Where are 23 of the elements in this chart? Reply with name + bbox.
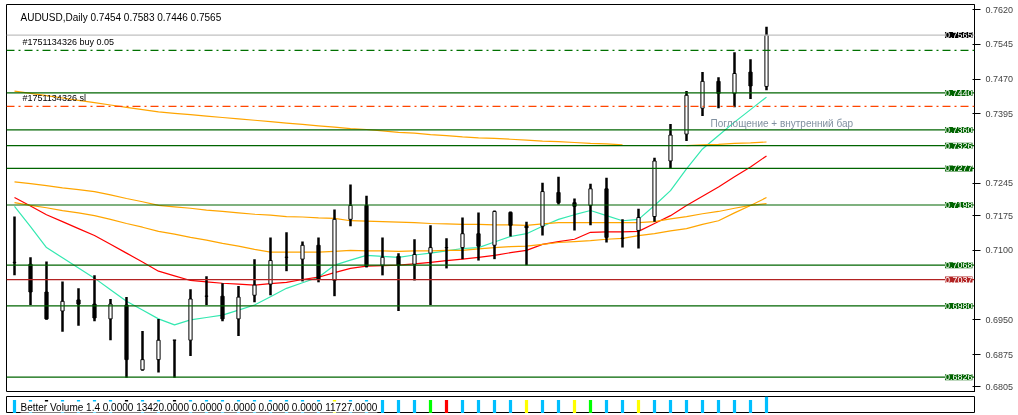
y-tick-label: 0.6950	[985, 314, 1014, 325]
ref-line-label: 0.7360	[944, 124, 973, 135]
ref-line-label: 0.7440	[944, 87, 973, 98]
ref-line-label: 0.7326	[944, 140, 973, 151]
y-tick-label: 0.7245	[985, 178, 1014, 189]
ref-line-label: 0.7037	[944, 274, 973, 285]
ref-line-label: 0.7277	[944, 163, 973, 174]
ref-line-label: 0.7565	[944, 30, 973, 41]
y-tick-label: 0.7470	[985, 74, 1014, 85]
text: AUDUSD,Daily 0.7454 0.7583 0.7446 0.7565	[20, 11, 222, 23]
y-tick-label: 0.6875	[985, 349, 1014, 360]
y-tick-label: 0.7100	[985, 245, 1014, 256]
ref-line-label: 0.6980	[944, 300, 973, 311]
ref-line-label: 0.7068	[944, 260, 973, 271]
y-tick-label: 0.7620	[985, 4, 1014, 15]
y-tick-label: 0.6805	[985, 381, 1014, 392]
y-tick-label: 0.7395	[985, 108, 1014, 119]
ref-line-label: #1751134326 buy 0.05	[22, 37, 114, 48]
y-tick-label: 0.7545	[985, 39, 1014, 50]
ref-line-label: 0.7198	[944, 199, 973, 210]
text: Better Volume 1.4 0.0000 13420.0000 0.0000 0.0000 0.0000 0.0000 11727.0000	[20, 401, 378, 413]
y-tick-label: 0.7175	[985, 210, 1014, 221]
ref-line-label: 0.6826	[944, 372, 973, 383]
